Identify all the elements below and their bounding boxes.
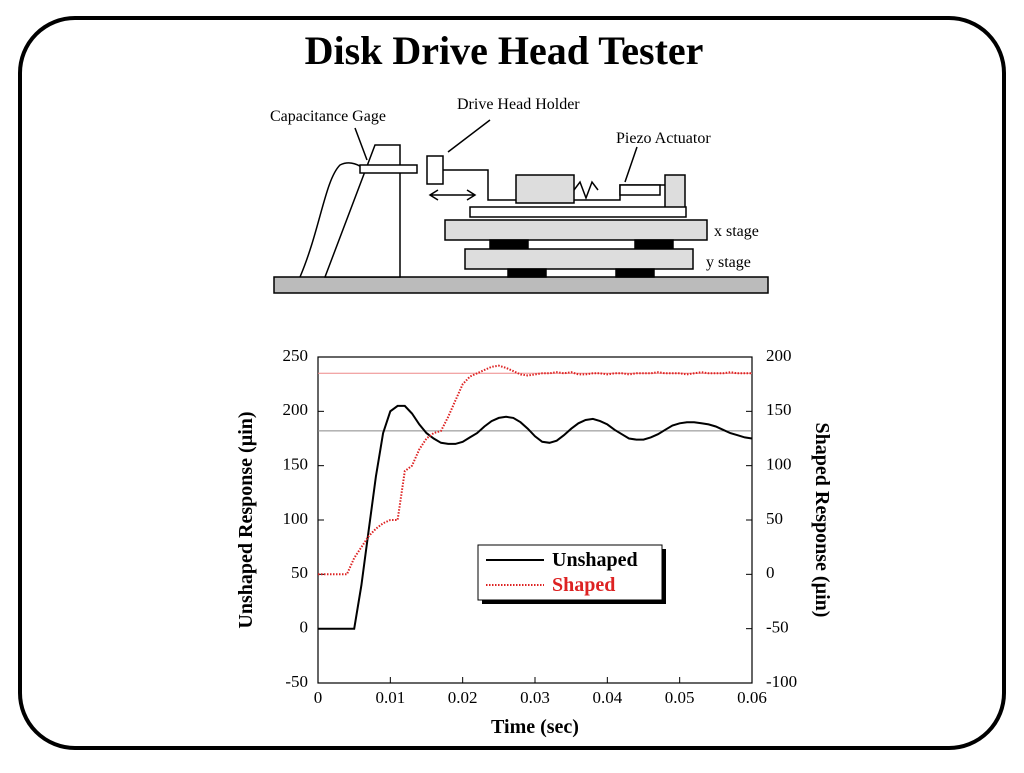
- y2-tick-label: -50: [766, 618, 789, 637]
- slide-title: Disk Drive Head Tester: [305, 28, 704, 73]
- y2-tick-label: 200: [766, 346, 792, 365]
- series-line: [318, 404, 753, 630]
- y-axis-label: Unshaped Response (µin): [235, 411, 257, 628]
- y2-tick-label: 50: [766, 509, 783, 528]
- diagram-label: x stage: [714, 223, 759, 240]
- diagram-label: Capacitance Gage: [270, 108, 386, 125]
- y-tick-label: -50: [285, 672, 308, 691]
- diagram-label: Piezo Actuator: [616, 130, 711, 147]
- x-tick-label: 0.03: [520, 688, 550, 707]
- y-tick-label: 200: [283, 400, 309, 419]
- y2-tick-label: 150: [766, 400, 792, 419]
- y-tick-label: 50: [291, 563, 308, 582]
- gage-probe: [359, 164, 418, 174]
- pointer: [354, 119, 638, 183]
- x-tick-label: 0.05: [665, 688, 695, 707]
- gage-cable: [299, 162, 366, 278]
- x-tick-label: 0.01: [375, 688, 405, 707]
- y-tick-label: 100: [283, 509, 309, 528]
- diagram: [273, 119, 769, 294]
- legend-label: Unshaped: [552, 549, 638, 571]
- y-tick-label: 150: [283, 455, 309, 474]
- block: [515, 174, 575, 204]
- spring: [573, 180, 599, 201]
- y2-axis-label: Shaped Response (µin): [811, 423, 833, 618]
- y2-tick-label: 0: [766, 563, 775, 582]
- diagram-label: y stage: [706, 254, 751, 271]
- x-stage: [444, 219, 708, 241]
- motion-arrow: [428, 189, 477, 201]
- y-tick-label: 250: [283, 346, 309, 365]
- legend-label: Shaped: [552, 574, 615, 596]
- x-tick-label: 0.04: [592, 688, 622, 707]
- bearing: [634, 239, 674, 249]
- y-tick-label: 0: [300, 618, 309, 637]
- legend: [477, 544, 663, 601]
- bearing: [489, 239, 529, 249]
- x-tick-label: 0.02: [448, 688, 478, 707]
- piezo: [619, 184, 661, 196]
- series-line: [318, 364, 752, 576]
- base: [273, 276, 769, 294]
- top-plate: [469, 206, 687, 218]
- x-tick-label: 0.06: [737, 688, 767, 707]
- bearing: [615, 268, 655, 278]
- slide-frame: [18, 16, 1006, 750]
- x-tick-label: 0: [314, 688, 323, 707]
- x-axis-label: Time (sec): [491, 716, 579, 738]
- gage-stand: [323, 144, 401, 278]
- y2-tick-label: -100: [766, 672, 797, 691]
- y2-tick-label: 100: [766, 455, 792, 474]
- diagram-label: Drive Head Holder: [457, 96, 580, 113]
- y-stage: [464, 248, 694, 270]
- drive-head: [426, 155, 444, 185]
- bearing: [507, 268, 547, 278]
